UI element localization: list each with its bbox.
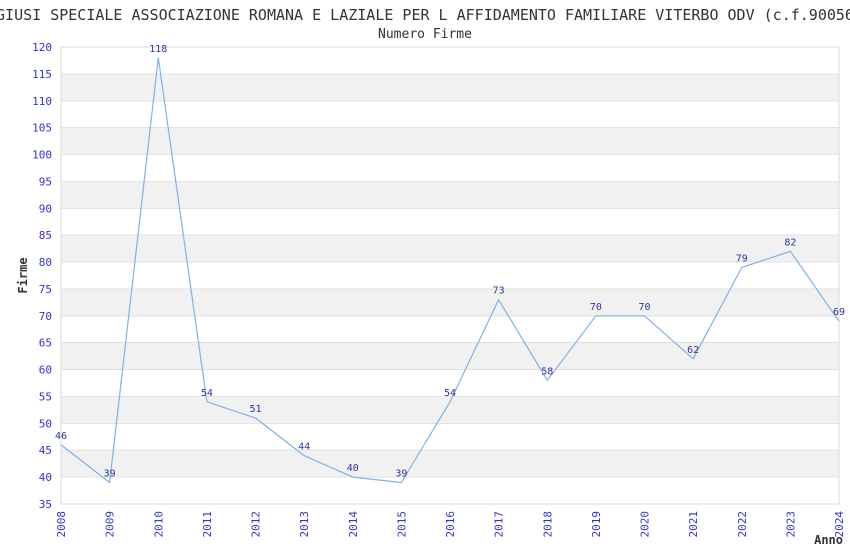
x-tick-label: 2020: [639, 511, 652, 538]
x-axis-title: Anno: [814, 533, 843, 547]
plot-background: [61, 47, 839, 504]
y-axis-title: Firme: [16, 257, 30, 293]
x-tick-label: 2018: [541, 511, 554, 538]
grid-band: [61, 235, 839, 263]
y-tick-label: 55: [39, 390, 52, 403]
point-label: 69: [833, 307, 845, 318]
point-label: 58: [541, 366, 553, 377]
x-tick-label: 2012: [250, 511, 263, 538]
point-label: 46: [55, 431, 67, 442]
point-label: 70: [638, 302, 650, 313]
y-tick-label: 40: [39, 471, 52, 484]
chart-subtitle: Numero Firme: [378, 27, 472, 42]
y-tick-label: 115: [32, 68, 52, 81]
y-tick-label: 70: [39, 310, 52, 323]
point-label: 62: [687, 345, 699, 356]
grid-band: [61, 73, 839, 101]
y-tick-label: 95: [39, 175, 52, 188]
x-tick-label: 2014: [347, 511, 360, 538]
point-label: 39: [395, 468, 407, 479]
y-tick-label: 110: [32, 95, 52, 108]
x-tick-label: 2009: [104, 511, 117, 538]
y-tick-label: 105: [32, 122, 52, 135]
grid-band: [61, 342, 839, 370]
point-label: 40: [347, 463, 359, 474]
x-tick-label: 2013: [298, 511, 311, 538]
y-tick-label: 120: [32, 41, 52, 54]
y-tick-label: 60: [39, 364, 52, 377]
point-label: 54: [201, 388, 213, 399]
grid-band: [61, 181, 839, 209]
x-tick-label: 2011: [201, 511, 214, 538]
x-tick-label: 2021: [687, 511, 700, 538]
y-tick-label: 85: [39, 229, 52, 242]
plot-border: [60, 46, 840, 505]
point-label: 51: [249, 404, 261, 415]
point-label: 39: [104, 468, 116, 479]
x-tick-label: 2024: [833, 511, 846, 538]
grid-band: [61, 127, 839, 155]
y-tick-label: 35: [39, 498, 52, 511]
y-tick-label: 65: [39, 337, 52, 350]
x-tick-label: 2023: [784, 511, 797, 538]
x-tick-label: 2022: [736, 511, 749, 538]
y-tick-label: 45: [39, 444, 52, 457]
x-tick-label: 2016: [444, 511, 457, 538]
point-label: 73: [493, 286, 505, 297]
x-tick-label: 2017: [493, 511, 506, 538]
point-label: 54: [444, 388, 456, 399]
point-label: 82: [784, 237, 796, 248]
x-tick-label: 2019: [590, 511, 603, 538]
x-tick-label: 2008: [55, 511, 68, 538]
point-label: 118: [149, 44, 167, 55]
grid-band: [61, 288, 839, 316]
y-tick-label: 50: [39, 417, 52, 430]
y-tick-label: 80: [39, 256, 52, 269]
x-tick-label: 2010: [152, 511, 165, 538]
point-label: 44: [298, 442, 310, 453]
x-tick-label: 2015: [395, 511, 408, 538]
y-tick-label: 90: [39, 202, 52, 215]
chart-title: GIUSI SPECIALE ASSOCIAZIONE ROMANA E LAZ…: [0, 6, 850, 24]
point-label: 70: [590, 302, 602, 313]
grid-band: [61, 450, 839, 478]
y-tick-label: 100: [32, 149, 52, 162]
y-tick-label: 75: [39, 283, 52, 296]
data-line: [60, 57, 840, 484]
point-label: 79: [736, 253, 748, 264]
